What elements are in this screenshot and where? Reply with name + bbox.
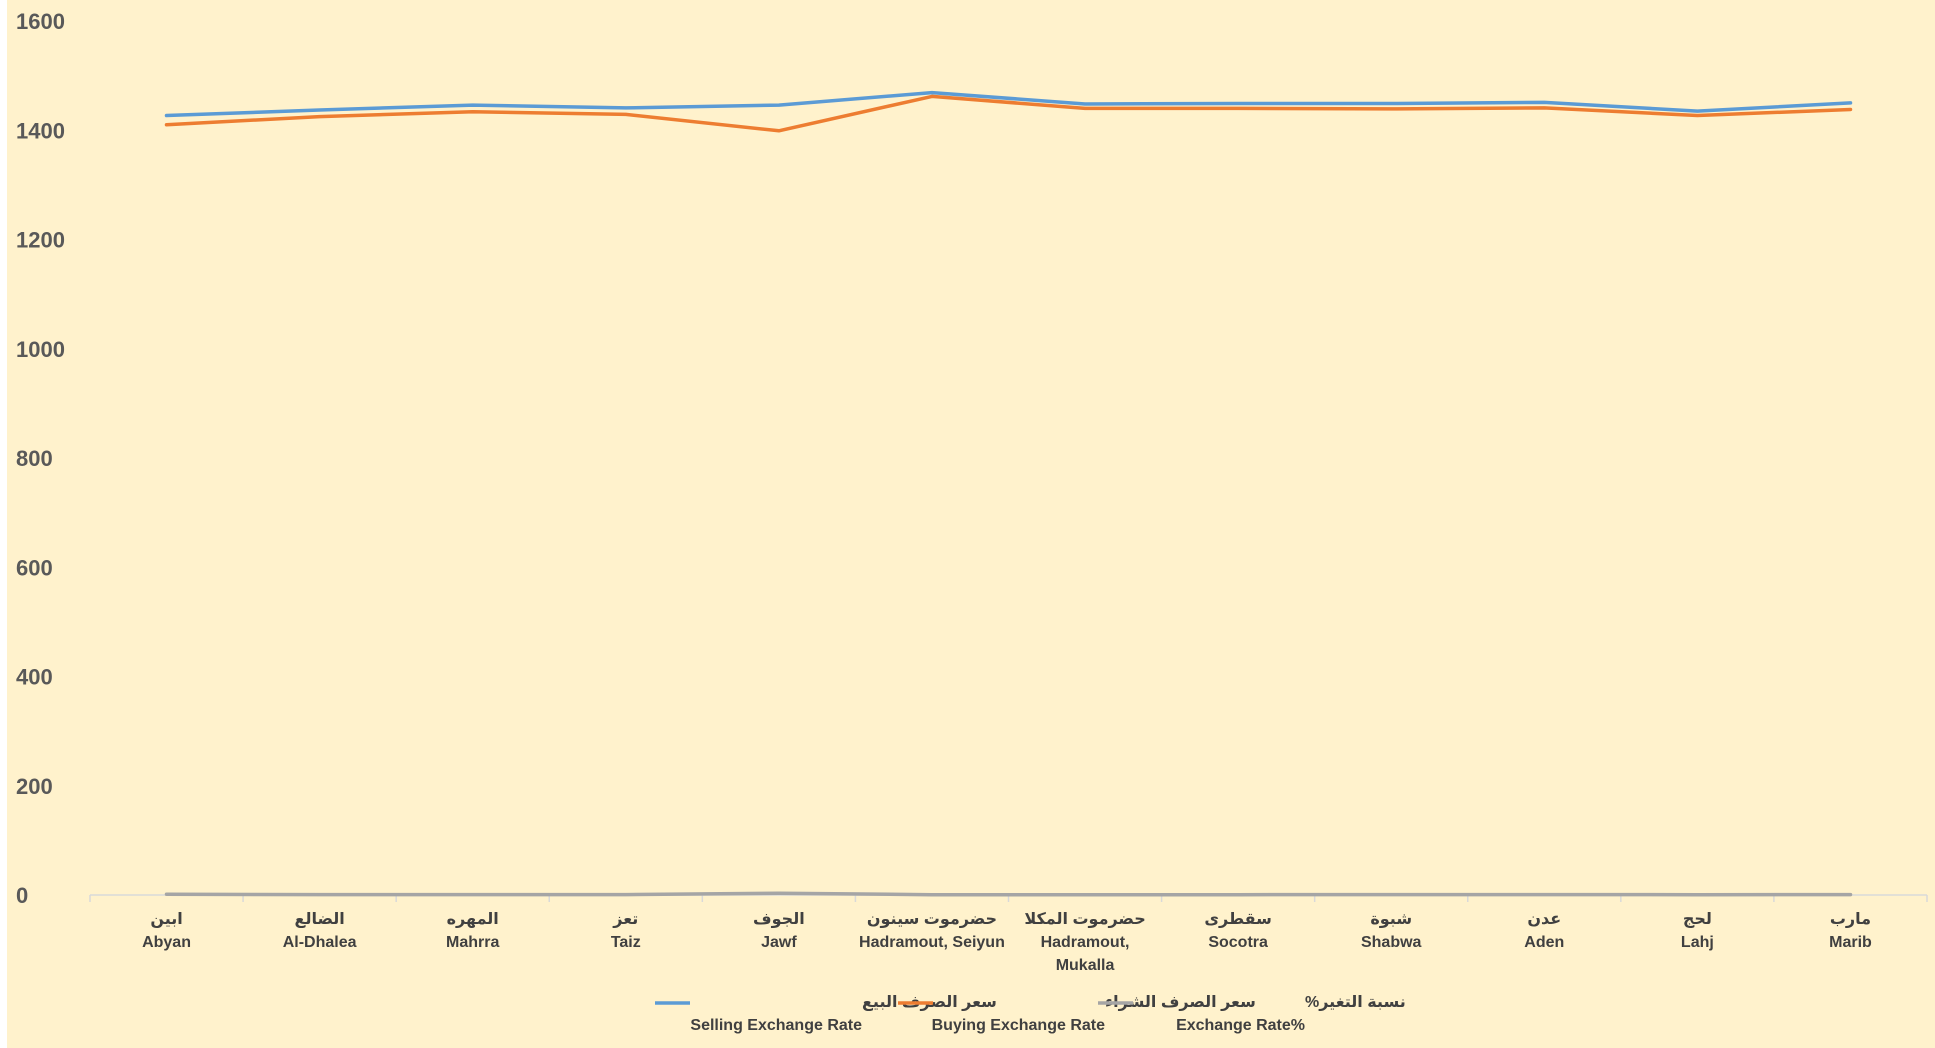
y-tick-label: 1000	[16, 337, 65, 362]
y-tick-label: 200	[16, 774, 53, 799]
x-tick-label-ar: لحج	[1683, 911, 1712, 928]
series-line-1	[164, 90, 1853, 118]
x-tick-label-en: Mahrra	[446, 934, 499, 951]
y-tick-label: 400	[16, 665, 53, 690]
x-tick-label-en: Marib	[1829, 934, 1872, 951]
x-tick-label-en: Aden	[1524, 934, 1564, 951]
x-tick-label-ar: عدن	[1527, 911, 1561, 928]
x-axis: ابين Abyan الضالع Al-Dhalea المهره Mahrra تعز T…	[142, 911, 1872, 974]
y-tick-label: 0	[16, 883, 28, 908]
x-tick-label-en: Socotra	[1208, 934, 1268, 951]
legend-label-ar: نسبة التغير%	[1305, 994, 1406, 1011]
x-tick-label-en: Abyan	[142, 934, 191, 951]
series-lines	[164, 90, 1853, 897]
legend-label-en: Selling Exchange Rate	[690, 1017, 862, 1034]
x-tick-label-en: Lahj	[1681, 934, 1714, 951]
legend-item: نسبة التغير%Exchange Rate%	[1098, 994, 1406, 1034]
x-tick-label-en: Hadramout, Mukalla	[1041, 934, 1130, 974]
x-tick-label-ar: شبوة	[1370, 911, 1412, 928]
legend-label-en: Buying Exchange Rate	[932, 1017, 1105, 1034]
x-tick-label-ar: ابين	[150, 911, 182, 928]
y-axis: 0 200 400 600 800 1000 1200 1400 1600	[16, 9, 65, 908]
x-tick-label-en: Shabwa	[1361, 934, 1422, 951]
y-tick-label: 600	[16, 555, 53, 580]
x-tick-label-ar: المهره	[447, 911, 499, 928]
x-tick-label-ar: الضالع	[295, 911, 345, 928]
chart-area	[7, 0, 1935, 1048]
legend-label-ar: سعر الصرف الشراء	[1105, 994, 1256, 1011]
x-tick-label-ar: حضرموت المكلا	[1024, 911, 1145, 928]
y-tick-label: 1400	[16, 118, 65, 143]
y-tick-label: 1200	[16, 228, 65, 253]
x-tick-label-ar: الجوف	[753, 911, 805, 928]
y-tick-label: 800	[16, 446, 53, 471]
x-tick-label-ar: تعز	[612, 911, 638, 928]
x-tick-label-ar: مارب	[1830, 911, 1871, 928]
legend-label-en: Exchange Rate%	[1176, 1017, 1305, 1034]
series-line-2	[164, 94, 1853, 133]
x-tick-label-en: Jawf	[761, 934, 797, 951]
x-tick-label-en: Taiz	[611, 934, 641, 951]
x-tick-label-en: Al-Dhalea	[283, 934, 357, 951]
x-tick-label-en: Hadramout, Seiyun	[859, 934, 1005, 951]
series-line-3	[164, 891, 1853, 897]
x-tick-label-ar: سقطرى	[1204, 911, 1271, 928]
y-tick-label: 1600	[16, 9, 65, 34]
x-tick-label-ar: حضرموت سينون	[867, 911, 997, 928]
